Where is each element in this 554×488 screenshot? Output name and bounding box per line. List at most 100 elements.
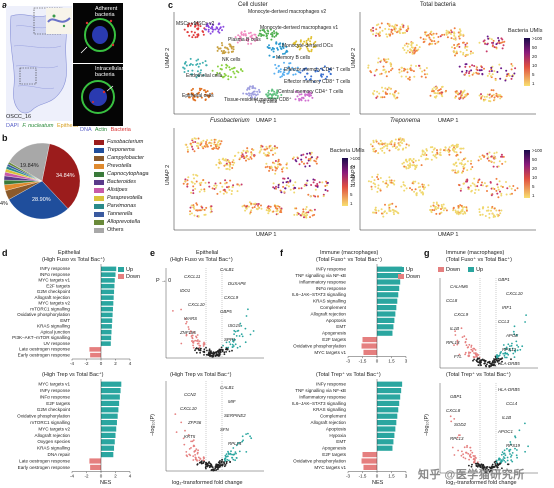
volcano-point (206, 465, 209, 467)
volcano-point (202, 345, 205, 347)
volcano-point (496, 466, 499, 469)
panel-g-sub-bottom: (Total Trep⁺ vs Total Bac⁺) (446, 372, 511, 378)
nes-term-label: Oxygen species (37, 439, 70, 444)
colorbar-tick: 1 (532, 81, 535, 86)
umap-point (213, 138, 216, 141)
gene-label: SERPINE2 (224, 413, 246, 418)
umap-point (280, 94, 283, 96)
umap-point (420, 164, 423, 167)
umap-point (369, 70, 372, 73)
volcano-point (191, 440, 194, 443)
umap-point (231, 67, 233, 70)
umap-point (414, 165, 417, 168)
umap-point (277, 158, 280, 161)
umap-point (206, 145, 209, 148)
legend-text: Capnocytophaga (107, 171, 149, 177)
colorbar-title-2: Bacteria UMIs (330, 148, 365, 154)
umap-point (453, 44, 456, 46)
umap-point (395, 210, 398, 213)
volcano-point (469, 449, 472, 452)
umap-point (501, 162, 504, 165)
umap-point (306, 43, 309, 46)
umap-point (404, 159, 407, 162)
umap-point (418, 64, 420, 67)
volcano-point (212, 469, 215, 472)
umap-point (424, 76, 427, 79)
umap-point (288, 70, 291, 73)
legend-text: Bacteroides (107, 179, 137, 185)
nes-term-label: Late oestrogen response (19, 347, 70, 352)
umap-point (287, 72, 290, 75)
umap-point (286, 162, 288, 165)
umap-point (299, 47, 302, 50)
umap-point (494, 157, 497, 160)
colorbar-tick: 5 (532, 72, 535, 77)
umap-point (304, 75, 306, 78)
umap-point (207, 96, 210, 99)
volcano-point (194, 458, 197, 461)
volcano-point (240, 325, 243, 327)
umap-point (244, 34, 247, 37)
umap-point (211, 30, 214, 33)
umap-point (305, 45, 308, 48)
umap-point (488, 159, 490, 162)
legend-ep: Epithelia (57, 123, 79, 129)
umap-point (495, 177, 498, 180)
umap-point (408, 144, 410, 147)
umap-point (308, 152, 311, 155)
volcano-point (230, 453, 232, 456)
nes-bar (101, 432, 116, 438)
volcano-point (228, 341, 231, 343)
volcano-point (241, 335, 244, 338)
umap-point (293, 213, 296, 216)
umap-point (305, 39, 308, 42)
umap-point (486, 190, 488, 192)
umap-point (306, 47, 309, 50)
umap-point (456, 153, 459, 156)
umap-point (315, 67, 318, 70)
umap-point (187, 25, 190, 27)
umap-point (308, 165, 311, 167)
volcano-point (224, 454, 227, 457)
nes-term-label: KRAS signalling (37, 324, 70, 329)
umap-point (197, 209, 199, 212)
volcano-point (238, 441, 241, 444)
colorbar-tick: 20 (350, 174, 356, 179)
umap-point (279, 76, 282, 79)
umap-point (403, 49, 406, 51)
umap-point (475, 65, 478, 68)
nes-term-label: IL6–JAK–STAT3 signalling (292, 292, 346, 297)
umap-point (198, 190, 201, 193)
umap-point (490, 95, 493, 98)
umap-point (456, 212, 459, 215)
nes-bar (377, 311, 396, 317)
p-zero-label: P → 0 (156, 278, 172, 284)
umap-point (204, 98, 207, 101)
gene-label: RPS12 (502, 347, 516, 352)
pie-legend-item: Prevotella (94, 163, 131, 169)
umap-point (463, 211, 466, 214)
umap-point (247, 38, 250, 41)
umap-point (462, 147, 465, 150)
umap-point (441, 33, 444, 36)
nes-term-label: Oxidative phosphorylation (293, 343, 346, 348)
umap-point (276, 89, 279, 92)
umap-point (215, 147, 218, 150)
umap-point (372, 33, 375, 36)
cluster-label: Monocyte-derived macrophages v2 (248, 9, 327, 15)
umap-point (204, 91, 207, 93)
volcano-point (196, 459, 198, 462)
umap-point (266, 37, 269, 40)
umap-point (294, 41, 297, 44)
umap-point (480, 158, 482, 160)
umap-point (244, 209, 247, 212)
umap-fusobacterium (173, 128, 350, 231)
umap-point (215, 73, 218, 76)
umap-point (439, 151, 442, 154)
volcano-point (479, 362, 481, 365)
pie-pct-1: 34.84% (56, 173, 75, 179)
volcano-point (215, 353, 218, 356)
volcano-point (232, 345, 235, 347)
umap-point (197, 147, 200, 150)
umap-point (488, 216, 491, 219)
